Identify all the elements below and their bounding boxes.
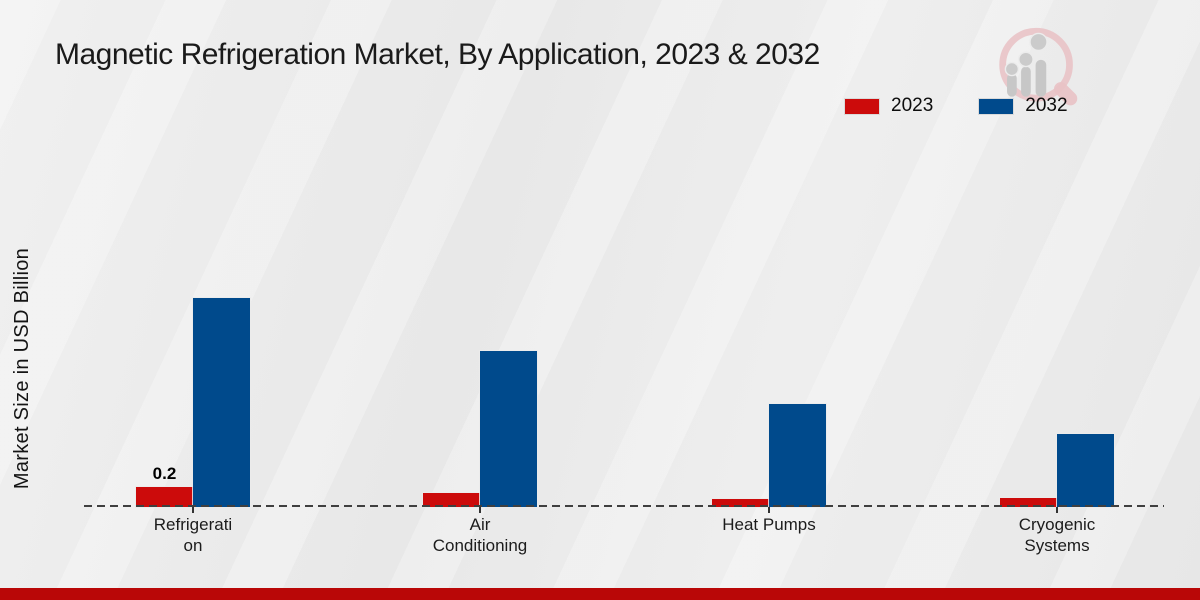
bar-2023-refrigeration [135,486,194,508]
category-label-heat-pumps: Heat Pumps [722,515,816,534]
bar-2023-air-conditioning [422,492,481,508]
y-axis-label: Market Size in USD Billion [11,247,33,490]
category-label-air-conditioning: Air Conditioning [432,515,528,555]
x-tick-refrigeration [192,507,194,513]
legend-label: 2023 [891,95,934,116]
legend-swatch-2023 [844,97,880,115]
bar-2032-refrigeration [192,297,251,508]
bar-2023-heat-pumps [711,498,770,508]
bar-2032-cryogenic-systems [1056,433,1115,508]
x-axis-dashed-baseline [84,505,1164,507]
bar-2032-heat-pumps [768,403,827,508]
chart-title: Magnetic Refrigeration Market, By Applic… [55,38,820,71]
bar-2023-cryogenic-systems [999,497,1058,508]
bar-2032-air-conditioning [479,350,538,508]
x-tick-cryogenic-systems [1056,507,1058,513]
category-label-cryogenic-systems: Cryogenic Systems [1018,515,1096,555]
magnifier-bar-chart-watermark-icon [999,27,1078,106]
category-label-refrigeration: Refrigerati on [153,515,233,555]
legend-item-2032: 2032 [978,95,1068,117]
x-tick-heat-pumps [768,507,770,513]
legend: 2023 2032 [844,95,1068,117]
x-tick-air-conditioning [479,507,481,513]
legend-label: 2032 [1025,95,1068,116]
legend-swatch-2032 [978,97,1015,115]
bar-value-label-2023-refrigeration: 0.2 [152,464,177,483]
legend-item-2023: 2023 [844,95,934,117]
footer-red-band [0,588,1200,600]
